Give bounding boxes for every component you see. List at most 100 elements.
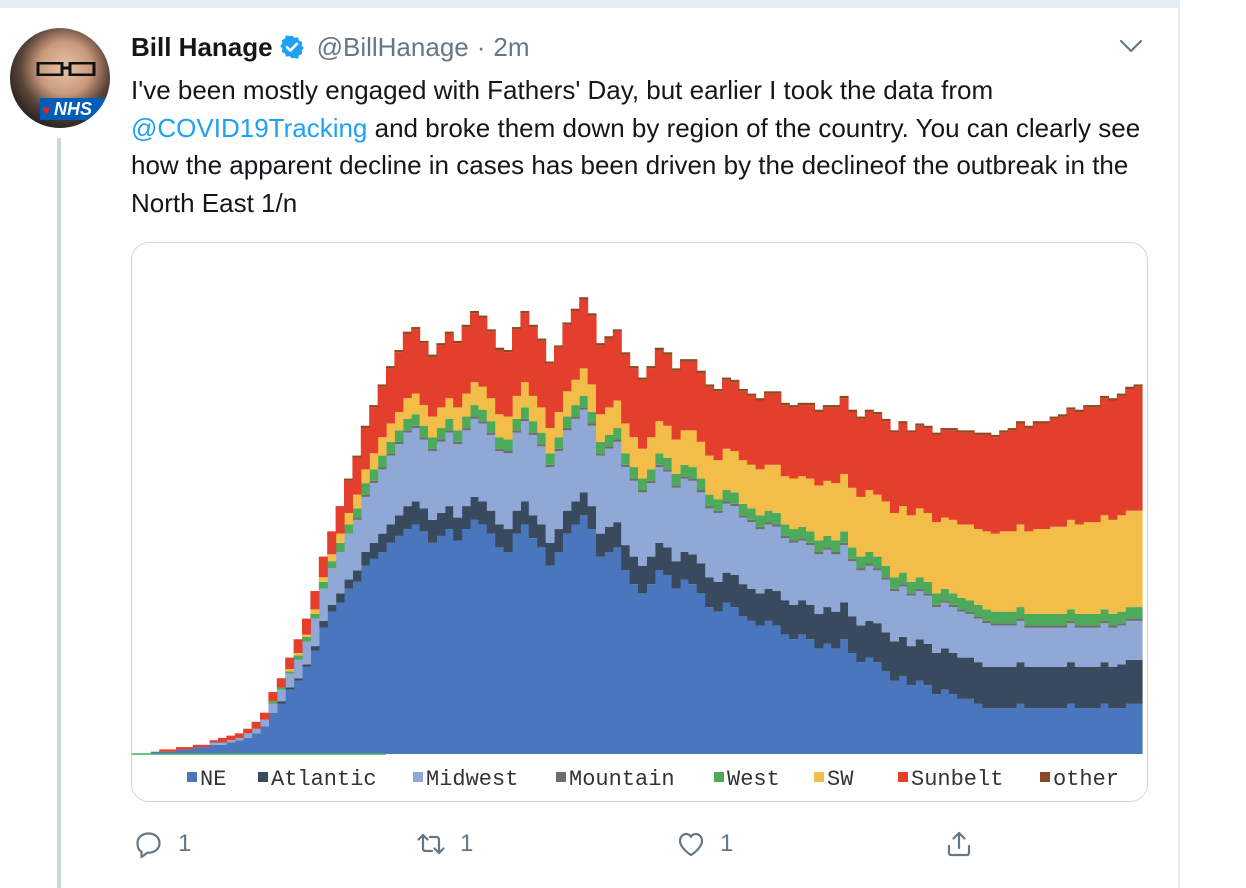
author-name[interactable]: Bill Hanage — [131, 31, 273, 62]
bar-midwest-33 — [411, 428, 421, 502]
bar-ne-18 — [285, 689, 295, 754]
bar-atlantic-77 — [780, 600, 790, 635]
bar-midwest-52 — [570, 418, 580, 502]
bar-atlantic-55 — [596, 533, 605, 557]
bar-mountain-47 — [528, 432, 538, 435]
bar-ne-119 — [1133, 703, 1143, 754]
bar-mountain-39 — [461, 428, 471, 431]
bar-atlantic-56 — [604, 526, 614, 552]
bar-ne-4 — [167, 751, 177, 754]
bar-ne-17 — [276, 703, 286, 754]
bar-ne-72 — [738, 616, 748, 754]
tweet-time[interactable]: 2m — [493, 31, 530, 62]
bar-other-94 — [923, 425, 933, 429]
bar-sunbelt-117 — [1116, 395, 1126, 516]
bar-ne-13 — [243, 737, 253, 754]
bar-ne-61 — [646, 584, 656, 754]
bar-west-73 — [747, 508, 757, 520]
bar-sunbelt-113 — [1083, 407, 1093, 523]
bar-west-25 — [344, 524, 353, 534]
bar-midwest-64 — [671, 487, 681, 562]
author-handle[interactable]: @BillHanage — [316, 31, 469, 62]
bar-midwest-40 — [470, 418, 479, 497]
legend-swatch-other — [1040, 772, 1050, 782]
bar-sw-28 — [369, 453, 379, 470]
bar-mountain-104 — [1007, 623, 1017, 626]
bar-sw-90 — [890, 512, 899, 578]
bar-ne-55 — [596, 556, 605, 754]
bar-west-56 — [604, 434, 614, 447]
bar-other-92 — [906, 430, 916, 433]
bar-atlantic-54 — [587, 506, 597, 530]
avatar[interactable]: NHS ♥ — [10, 28, 110, 128]
bar-sunbelt-80 — [806, 405, 815, 479]
bar-ne-10 — [218, 744, 227, 754]
bar-midwest-25 — [344, 533, 353, 580]
bar-mountain-108 — [1041, 625, 1051, 628]
bar-midwest-57 — [612, 441, 622, 523]
bar-atlantic-84 — [839, 602, 849, 640]
bar-midwest-28 — [369, 483, 379, 543]
bar-ne-97 — [948, 694, 958, 754]
bar-sunbelt-72 — [738, 391, 748, 461]
bar-ne-110 — [1058, 708, 1067, 754]
bar-atlantic-35 — [428, 519, 437, 543]
bar-atlantic-72 — [738, 584, 748, 617]
bar-midwest-21 — [310, 618, 320, 647]
mention-link[interactable]: @COVID19Tracking — [131, 112, 368, 143]
bar-ne-93 — [915, 680, 925, 754]
retweet-button[interactable]: 1 — [416, 822, 473, 866]
bar-sw-25 — [344, 512, 353, 525]
bar-west-61 — [646, 469, 656, 481]
bar-sunbelt-31 — [394, 352, 404, 412]
bar-sw-72 — [738, 460, 748, 504]
bar-mountain-76 — [772, 524, 782, 527]
bar-ne-107 — [1032, 708, 1042, 754]
bar-west-69 — [713, 499, 723, 511]
bar-mountain-118 — [1125, 618, 1135, 621]
bar-ne-59 — [629, 584, 639, 754]
reply-button[interactable]: 1 — [134, 822, 191, 866]
bar-midwest-19 — [293, 659, 303, 679]
bar-sw-53 — [579, 368, 589, 396]
bar-west-34 — [419, 425, 429, 438]
bar-sunbelt-94 — [923, 428, 933, 513]
bar-other-103 — [999, 430, 1009, 433]
bar-sw-101 — [982, 531, 992, 610]
bar-ne-85 — [848, 653, 857, 754]
bar-midwest-54 — [587, 425, 597, 507]
bar-sunbelt-19 — [293, 639, 303, 653]
bar-other-105 — [1016, 421, 1025, 424]
bar-ne-105 — [1016, 703, 1025, 754]
bar-sunbelt-35 — [428, 356, 437, 417]
bar-sunbelt-47 — [528, 327, 538, 396]
bar-midwest-103 — [999, 625, 1009, 667]
chart-image[interactable]: NE Atlantic Midwest Mountain West SW Sunbelt ot… — [131, 242, 1148, 802]
bar-ne-39 — [461, 529, 471, 754]
legend-label-west: West — [727, 767, 780, 792]
bar-other-34 — [419, 340, 429, 344]
top-border — [0, 0, 1180, 8]
bar-other-27 — [360, 425, 370, 429]
bar-atlantic-117 — [1116, 664, 1126, 709]
bar-atlantic-109 — [1049, 666, 1059, 709]
bar-ne-41 — [478, 524, 488, 754]
share-button[interactable] — [944, 822, 974, 866]
bar-atlantic-34 — [419, 508, 429, 532]
bar-sw-95 — [932, 522, 941, 594]
chevron-down-icon[interactable] — [1118, 36, 1144, 56]
bar-other-100 — [974, 432, 983, 435]
bar-ne-99 — [965, 698, 975, 754]
like-button[interactable]: 1 — [676, 822, 733, 866]
bar-west-96 — [940, 588, 950, 601]
reply-icon — [136, 832, 161, 859]
bar-other-109 — [1049, 416, 1059, 419]
bar-midwest-106 — [1024, 627, 1034, 667]
series-sw — [285, 368, 1143, 672]
bar-sw-85 — [848, 487, 857, 548]
bar-other-87 — [864, 409, 874, 412]
bar-mountain-109 — [1049, 625, 1059, 628]
bar-midwest-111 — [1066, 623, 1076, 663]
bar-mountain-55 — [596, 453, 605, 456]
bar-atlantic-71 — [730, 574, 740, 608]
